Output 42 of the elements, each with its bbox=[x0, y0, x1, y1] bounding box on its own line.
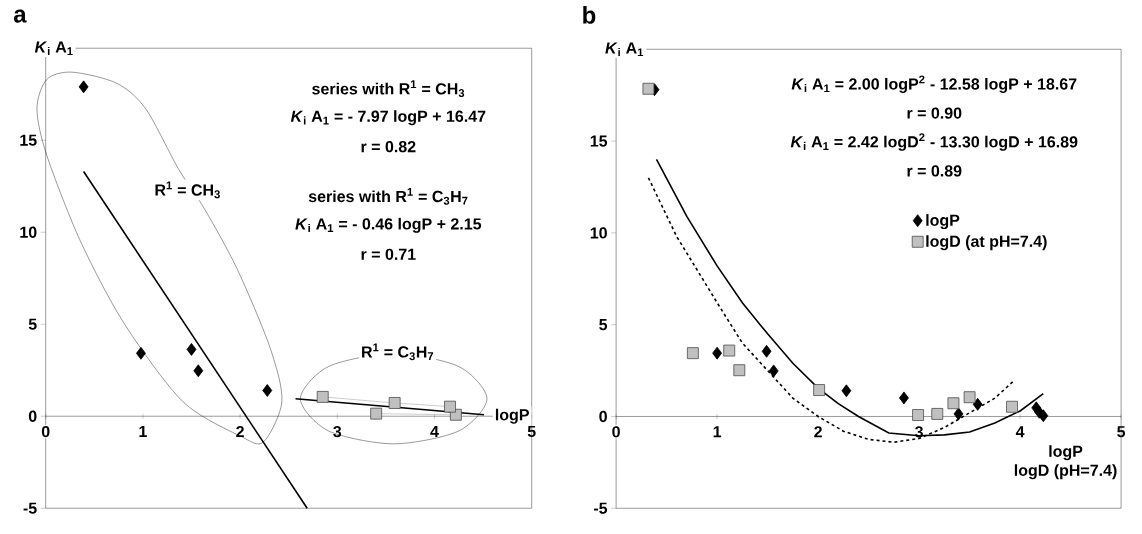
legend-label: logD (at pH=7.4) bbox=[926, 235, 1047, 251]
x-tick-label: 0 bbox=[41, 425, 50, 438]
x-tick-label: 5 bbox=[527, 425, 536, 438]
x-tick-label: 1 bbox=[139, 425, 147, 437]
y-tick-label: 15 bbox=[20, 134, 37, 146]
annotation: series with R$^{1}$ = C$_{3}$H$_{7}$ bbox=[308, 188, 468, 205]
x-axis-title: logP bbox=[495, 408, 529, 424]
y-tick-label: -5 bbox=[593, 502, 608, 514]
annotation: r = 0.71 bbox=[361, 248, 416, 260]
y-tick-label: 0 bbox=[28, 410, 37, 422]
y-tick-label: 0 bbox=[599, 410, 607, 423]
annotation: R$^{1}$ = CH$_{3}$ bbox=[155, 181, 220, 199]
y-axis-title: K$_{i}$ A$_{1}$ bbox=[605, 42, 644, 57]
annotation: K$_{i}$ A$_{1}$ = - 0.46 logP + 2.15 bbox=[295, 217, 482, 233]
annotation: r = 0.89 bbox=[907, 165, 962, 177]
y-axis-title: K$_{i}$ A$_{1}$ bbox=[34, 41, 73, 56]
x-tick-label: 2 bbox=[814, 426, 822, 438]
annotation: K$_{i}$ A$_{1}$ = 2.00 logP$^{2}$ - 12.58 logP + 18.67 bbox=[791, 75, 1077, 93]
text: logP bbox=[1049, 445, 1083, 461]
y-tick-label: 5 bbox=[28, 318, 37, 330]
legend-label: logP bbox=[926, 214, 960, 230]
annotation: K$_{i}$ A$_{1}$ = 2.42 logD$^{2}$ - 13.30 logD + 16.89 bbox=[790, 133, 1078, 151]
text: logD (pH=7.4) bbox=[1014, 464, 1117, 480]
y-tick-label: 5 bbox=[599, 319, 608, 331]
y-tick-label: -5 bbox=[23, 502, 37, 514]
y-tick-label: 15 bbox=[590, 135, 608, 147]
annotation: R$^{1}$ = C$_{3}$H$_{7}$ bbox=[362, 343, 434, 361]
chart-title: a bbox=[13, 9, 27, 23]
x-tick-label: 4 bbox=[1015, 426, 1025, 438]
x-tick-label: 1 bbox=[713, 426, 722, 438]
annotation: r = 0.82 bbox=[361, 141, 416, 153]
annotation: K$_{i}$ A$_{1}$ = - 7.97 logP + 16.47 bbox=[290, 110, 486, 126]
y-tick-label: 10 bbox=[20, 226, 37, 238]
y-tick-label: 10 bbox=[590, 227, 607, 239]
x-tick-label: 5 bbox=[1117, 426, 1126, 438]
chart-title: b bbox=[583, 6, 596, 24]
x-tick-label: 0 bbox=[612, 426, 620, 438]
annotation: series with R$^{1}$ = CH$_{3}$ bbox=[312, 80, 465, 98]
x-tick-label: 3 bbox=[333, 425, 342, 438]
x-tick-label: 4 bbox=[430, 425, 439, 437]
annotation: r = 0.90 bbox=[907, 107, 962, 119]
x-tick-label: 2 bbox=[236, 425, 244, 438]
